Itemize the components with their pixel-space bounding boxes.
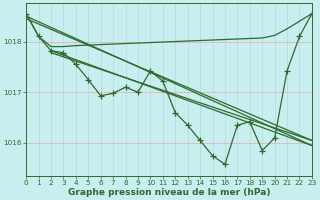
X-axis label: Graphe pression niveau de la mer (hPa): Graphe pression niveau de la mer (hPa): [68, 188, 270, 197]
